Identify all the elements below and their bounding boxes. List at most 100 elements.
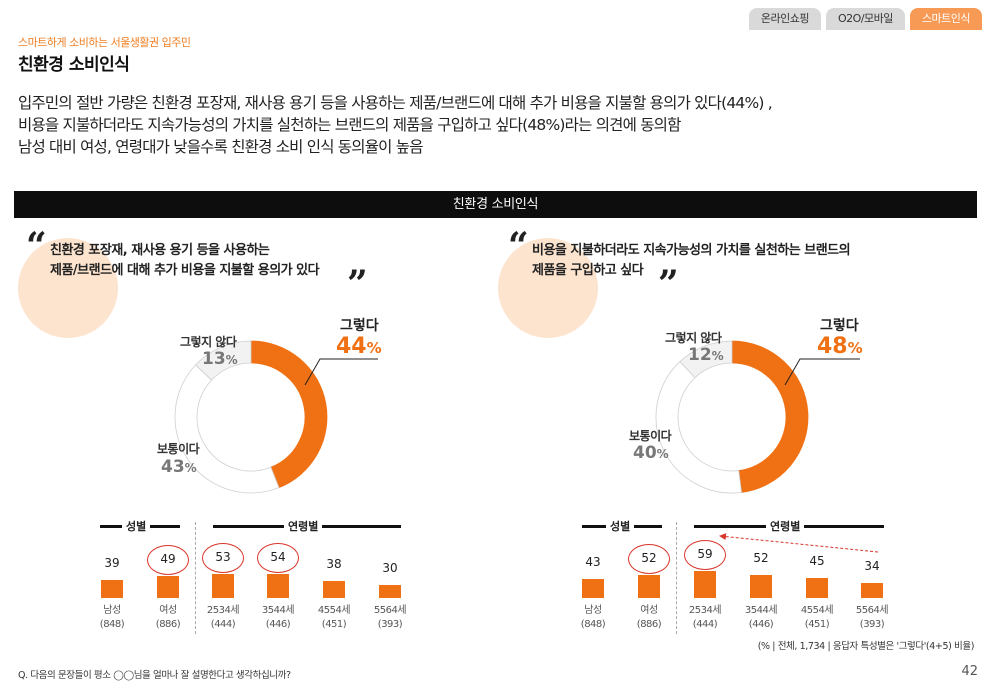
category-name: 남성 bbox=[584, 605, 602, 616]
slice-label-neutral: 보통이다 bbox=[629, 429, 672, 443]
category-sample-size: (451) bbox=[321, 619, 347, 630]
highlight-circle bbox=[628, 543, 670, 574]
slice-no bbox=[679, 340, 733, 379]
category-name: 여성 bbox=[640, 605, 658, 616]
category-name: 남성 bbox=[103, 605, 121, 616]
bar-category-label: 남성 (848) bbox=[568, 604, 618, 632]
bar bbox=[861, 582, 883, 598]
bar bbox=[323, 580, 345, 598]
category-sample-size: (451) bbox=[804, 619, 830, 630]
bar-value-label: 52 bbox=[753, 550, 769, 565]
question-2: 비용을 지불하더라도 지속가능성의 가치를 실천하는 브랜드의 제품을 구입하고… bbox=[532, 241, 851, 281]
bar-category-label: 5564세 (393) bbox=[365, 604, 415, 632]
bar-category-label: 5564세 (393) bbox=[847, 604, 897, 632]
page-subtitle: 스마트하게 소비하는 서울생활권 입주민 bbox=[18, 36, 191, 49]
bar-value-label: 39 bbox=[104, 556, 120, 571]
highlight-circle bbox=[147, 544, 189, 575]
close-quote-icon: ” bbox=[347, 263, 368, 305]
category-name: 여성 bbox=[159, 605, 177, 616]
decorative-circle bbox=[498, 238, 598, 338]
summary-line: 남성 대비 여성, 연령대가 낮을수록 친환경 소비 인식 동의율이 높음 bbox=[18, 138, 424, 156]
slice-label-yes: 그렇다 bbox=[820, 318, 859, 334]
category-name: 4554세 bbox=[800, 605, 834, 616]
bar-value-label: 38 bbox=[326, 556, 342, 571]
slice-value-neutral: 40% bbox=[633, 443, 669, 463]
category-sample-size: (886) bbox=[636, 619, 662, 630]
trend-arrow bbox=[719, 533, 879, 553]
bar-category-label: 남성 (848) bbox=[87, 604, 137, 632]
bar-category-label: 여성 (886) bbox=[624, 604, 674, 632]
page-title: 친환경 소비인식 bbox=[18, 55, 130, 75]
bar bbox=[582, 578, 604, 598]
bar-value-label: 30 bbox=[382, 560, 398, 575]
slice-label-neutral: 보통이다 bbox=[157, 442, 200, 456]
group-divider bbox=[195, 522, 196, 634]
bar bbox=[379, 584, 401, 598]
bar bbox=[212, 574, 234, 598]
survey-question: Q. 다음의 문장들이 평소 ◯◯님을 얼마나 잘 설명한다고 생각하십니까? bbox=[18, 670, 291, 681]
close-quote-icon: ” bbox=[658, 263, 679, 305]
bar-value-label: 45 bbox=[809, 553, 825, 568]
group-label-age: 연령별 bbox=[766, 518, 805, 534]
decorative-circle bbox=[18, 238, 118, 338]
bar-category-label: 2534세 (444) bbox=[198, 604, 248, 632]
bar bbox=[750, 574, 772, 598]
leader-line bbox=[784, 358, 860, 386]
footnote: (% | 전체, 1,734 | 응답자 특성별은 '그렇다'(4+5) 비율) bbox=[757, 641, 975, 652]
bar bbox=[806, 577, 828, 598]
category-sample-size: (886) bbox=[155, 619, 181, 630]
category-sample-size: (848) bbox=[99, 619, 125, 630]
tab-smart-awareness[interactable]: 스마트인식 bbox=[909, 8, 982, 30]
bar-category-label: 3544세 (446) bbox=[736, 604, 786, 632]
category-name: 2534세 bbox=[688, 605, 722, 616]
slice-value-no: 13% bbox=[202, 349, 238, 369]
section-title-bar: 친환경 소비인식 bbox=[14, 191, 977, 218]
question-line: 제품을 구입하고 싶다 bbox=[532, 263, 644, 278]
category-name: 5564세 bbox=[855, 605, 889, 616]
category-sample-size: (848) bbox=[580, 619, 606, 630]
highlight-circle bbox=[257, 542, 299, 573]
bar-value-label: 34 bbox=[864, 558, 880, 573]
slice-label-no: 그렇지 않다 bbox=[180, 335, 237, 349]
bar-value-label: 43 bbox=[585, 554, 601, 569]
bar bbox=[267, 573, 289, 598]
top-nav-tabs: 온라인쇼핑 O2O/모바일 스마트인식 bbox=[748, 8, 982, 30]
bar bbox=[157, 575, 179, 598]
category-name: 4554세 bbox=[317, 605, 351, 616]
bar bbox=[101, 580, 123, 598]
group-label-age: 연령별 bbox=[284, 518, 323, 534]
group-divider bbox=[676, 522, 677, 634]
highlight-circle bbox=[684, 540, 726, 571]
bar-category-label: 4554세 (451) bbox=[309, 604, 359, 632]
pie-chart-1 bbox=[174, 340, 378, 494]
slice-value-yes: 48% bbox=[817, 334, 863, 359]
category-sample-size: (444) bbox=[210, 619, 236, 630]
group-label-gender: 성별 bbox=[606, 518, 635, 534]
category-sample-size: (444) bbox=[692, 619, 718, 630]
category-name: 2534세 bbox=[206, 605, 240, 616]
slice-value-yes: 44% bbox=[336, 334, 382, 359]
bar-category-label: 2534세 (444) bbox=[680, 604, 730, 632]
category-sample-size: (393) bbox=[377, 619, 403, 630]
slice-yes bbox=[250, 340, 328, 489]
question-line: 제품/브랜드에 대해 추가 비용을 지불할 용의가 있다 bbox=[50, 263, 320, 278]
tab-online-shopping[interactable]: 온라인쇼핑 bbox=[748, 8, 821, 30]
bar-category-label: 4554세 (451) bbox=[792, 604, 842, 632]
bar-category-label: 3544세 (446) bbox=[253, 604, 303, 632]
group-label-gender: 성별 bbox=[122, 518, 151, 534]
category-sample-size: (446) bbox=[265, 619, 291, 630]
page-number: 42 bbox=[961, 664, 978, 679]
category-name: 5564세 bbox=[373, 605, 407, 616]
bar bbox=[638, 574, 660, 598]
leader-line bbox=[304, 358, 378, 386]
bar-category-label: 여성 (886) bbox=[143, 604, 193, 632]
slice-value-no: 12% bbox=[688, 345, 724, 365]
slice-no bbox=[195, 340, 252, 381]
category-sample-size: (393) bbox=[859, 619, 885, 630]
slice-neutral bbox=[174, 364, 280, 494]
summary-line: 입주민의 절반 가량은 친환경 포장재, 재사용 용기 등을 사용하는 제품/브… bbox=[18, 94, 773, 112]
highlight-circle bbox=[202, 543, 244, 574]
pie-chart-2 bbox=[655, 340, 860, 494]
tab-o2o-mobile[interactable]: O2O/모바일 bbox=[826, 8, 905, 30]
